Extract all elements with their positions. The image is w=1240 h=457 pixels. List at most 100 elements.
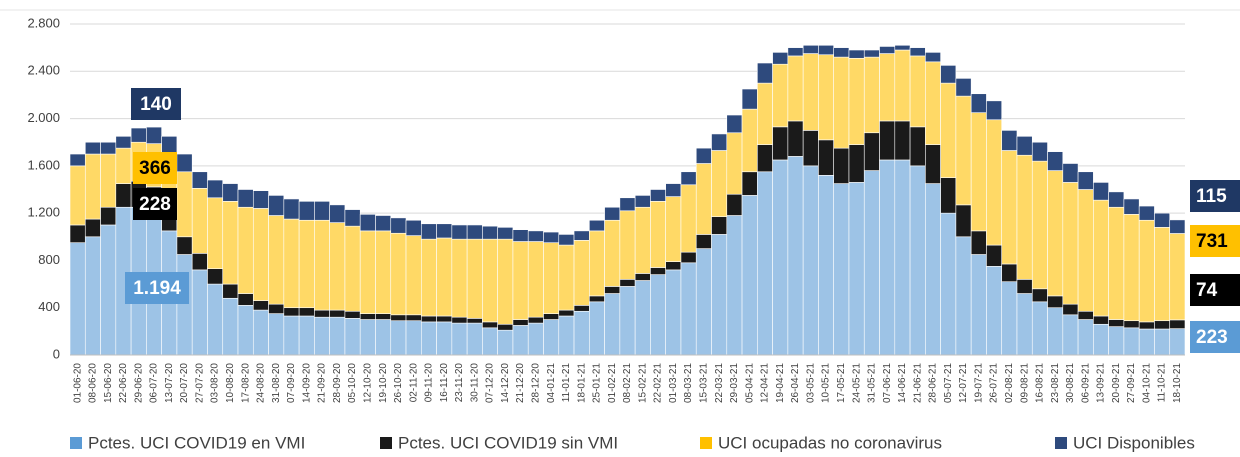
bar-segment xyxy=(848,144,865,183)
bar-segment xyxy=(833,56,850,149)
x-tick-label: 26-04-21 xyxy=(790,363,801,403)
bar-segment xyxy=(466,322,483,356)
legend-label: Pctes. UCI COVID19 sin VMI xyxy=(398,433,618,452)
bar-segment xyxy=(222,297,239,356)
legend-label: UCI Disponibles xyxy=(1073,433,1195,452)
bar-segment xyxy=(833,183,850,356)
bar-segment xyxy=(100,153,117,208)
x-tick-label: 29-06-20 xyxy=(133,363,144,403)
bar-segment xyxy=(848,49,865,59)
bar-segment xyxy=(833,147,850,184)
x-tick-label: 15-06-20 xyxy=(103,363,114,403)
bar-segment xyxy=(1001,150,1018,265)
bar-segment xyxy=(619,279,636,287)
bar-segment xyxy=(329,204,346,223)
x-tick-label: 14-12-20 xyxy=(500,363,511,403)
bar-segment xyxy=(497,323,514,331)
bar-segment xyxy=(1123,214,1140,322)
bar-segment xyxy=(604,293,621,356)
bar-segment xyxy=(497,329,514,356)
x-tick-label: 13-09-21 xyxy=(1096,363,1107,403)
legend-marker xyxy=(70,437,82,449)
x-tick-label: 15-03-21 xyxy=(699,363,710,403)
x-tick-label: 14-06-21 xyxy=(897,363,908,403)
x-tick-label: 03-08-20 xyxy=(210,363,221,403)
legend-label: Pctes. UCI COVID19 en VMI xyxy=(88,433,305,452)
bar-segment xyxy=(680,262,697,356)
bar-segment xyxy=(527,316,544,324)
y-tick-label: 2.000 xyxy=(27,110,60,125)
bar-segment xyxy=(1077,310,1094,320)
bar-segment xyxy=(1123,327,1140,356)
bar-segment xyxy=(237,293,254,306)
x-tick-label: 26-07-21 xyxy=(989,363,1000,403)
bar-segment xyxy=(787,156,804,356)
annotation: 223 xyxy=(1196,327,1228,348)
annotation: 140 xyxy=(140,94,172,115)
x-tick-label: 12-10-20 xyxy=(362,363,373,403)
bar-segment xyxy=(191,188,208,254)
bar-segment xyxy=(1108,319,1125,327)
bar-segment xyxy=(1169,328,1186,356)
bar-segment xyxy=(879,159,896,356)
bar-segment xyxy=(421,223,437,240)
bar-segment xyxy=(359,313,376,320)
bar-segment xyxy=(1016,136,1033,156)
bar-segment xyxy=(695,163,712,235)
bar-segment xyxy=(909,47,926,57)
bar-segment xyxy=(207,283,224,356)
bar-segment xyxy=(451,316,468,324)
x-tick-label: 21-06-21 xyxy=(912,363,923,403)
bar-segment xyxy=(772,63,789,128)
x-tick-label: 06-07-20 xyxy=(149,363,160,403)
y-tick-label: 800 xyxy=(38,252,60,267)
x-tick-label: 23-08-21 xyxy=(1050,363,1061,403)
bar-segment xyxy=(863,170,880,356)
x-tick-label: 27-07-20 xyxy=(194,363,205,403)
bar-segment xyxy=(558,315,575,356)
y-tick-label: 2.800 xyxy=(27,15,60,30)
bar-segment xyxy=(543,313,560,320)
x-tick-label: 15-02-21 xyxy=(637,363,648,403)
bar-segment xyxy=(405,235,422,316)
bar-segment xyxy=(1154,328,1171,356)
y-tick-label: 1.600 xyxy=(27,157,60,172)
bar-segment xyxy=(558,244,575,311)
bar-segment xyxy=(176,254,193,356)
bar-segment xyxy=(421,238,437,317)
bar-segment xyxy=(436,315,453,323)
bar-segment xyxy=(1001,130,1018,151)
bar-segment xyxy=(634,280,651,356)
bar-segment xyxy=(787,47,804,57)
bar-segment xyxy=(84,153,101,220)
bar-segment xyxy=(986,244,1003,267)
bar-segment xyxy=(711,133,728,151)
bar-segment xyxy=(375,313,392,320)
bar-segment xyxy=(466,238,483,319)
bar-segment xyxy=(573,240,590,306)
bar-segment xyxy=(925,52,941,63)
bar-segment xyxy=(115,183,132,208)
bar-segment xyxy=(879,46,896,54)
y-tick-label: 2.400 xyxy=(27,63,60,78)
bar-segment xyxy=(466,224,483,240)
bar-segment xyxy=(1154,227,1171,322)
bar-segment xyxy=(955,95,972,206)
x-tick-label: 23-11-20 xyxy=(454,363,465,403)
bar-segment xyxy=(207,197,224,270)
bar-segment xyxy=(589,301,605,356)
bar-segment xyxy=(191,269,208,356)
x-tick-label: 17-08-20 xyxy=(240,363,251,403)
annotation: 731 xyxy=(1196,231,1228,252)
bar-segment xyxy=(207,179,224,199)
bar-segment xyxy=(115,147,132,184)
bar-segment xyxy=(680,171,697,186)
bar-segment xyxy=(726,114,743,134)
bar-segment xyxy=(589,230,605,297)
bar-segment xyxy=(573,310,590,356)
bar-segment xyxy=(848,57,865,145)
x-tick-label: 13-07-20 xyxy=(164,363,175,403)
x-tick-label: 31-05-21 xyxy=(867,363,878,403)
bar-segment xyxy=(359,319,376,356)
